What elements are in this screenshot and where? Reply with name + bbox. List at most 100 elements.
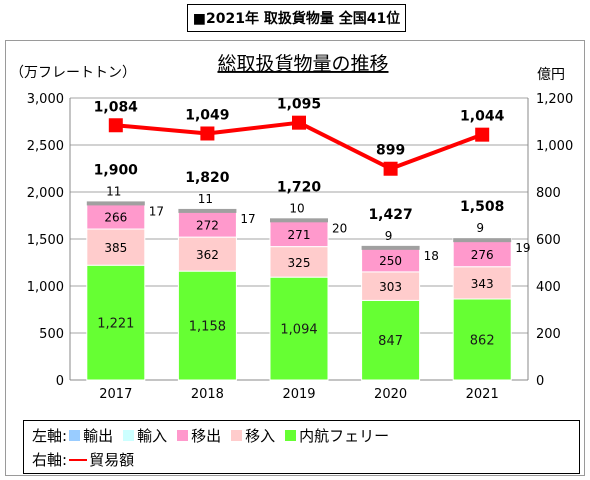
bar-segment bbox=[452, 240, 512, 268]
legend-label-inbound: 移入 bbox=[245, 427, 276, 445]
bar-top-cap bbox=[270, 218, 328, 223]
bar-total-label: 1,720 bbox=[277, 179, 322, 195]
chart-title: 総取扱貨物量の推移 bbox=[217, 53, 388, 75]
trade-value-marker bbox=[383, 161, 398, 176]
bar-top-cap bbox=[361, 245, 420, 250]
header-title: ■2021年 取扱貨物量 全国41位 bbox=[187, 4, 406, 32]
y-left-tick-label: 500 bbox=[39, 327, 64, 342]
legend-label-import: 輸入 bbox=[137, 427, 168, 445]
trade-value-marker bbox=[200, 126, 215, 141]
y-right-tick-label: 200 bbox=[536, 327, 561, 342]
bar-import-label: 20 bbox=[332, 221, 347, 235]
legend-swatch-outbound bbox=[177, 430, 189, 441]
legend-label-export: 輸出 bbox=[83, 427, 114, 445]
legend-swatch-inbound bbox=[231, 430, 243, 441]
trade-value-label: 1,084 bbox=[94, 99, 139, 115]
bar-data-label: 862 bbox=[470, 333, 495, 348]
bar-data-label: 385 bbox=[104, 241, 127, 255]
bar-data-label: 362 bbox=[196, 248, 219, 262]
bar-export-label: 10 bbox=[289, 201, 304, 215]
y-left-tick-label: 0 bbox=[56, 374, 64, 389]
legend-item-ferry: 内航フェリー bbox=[283, 425, 389, 446]
y-left-tick-label: 3,000 bbox=[27, 92, 64, 107]
bar-export-label: 9 bbox=[385, 229, 393, 243]
bar-data-label: 271 bbox=[288, 228, 311, 242]
legend-row-right-axis: 右軸: 貿易額 bbox=[32, 449, 142, 470]
legend-right-axis-label: 右軸: bbox=[32, 451, 68, 469]
bar-data-label: 1,158 bbox=[189, 320, 226, 335]
y-right-tick-label: 1,000 bbox=[536, 139, 573, 154]
chart-frame bbox=[5, 40, 585, 476]
legend-label-ferry: 内航フェリー bbox=[299, 427, 390, 445]
y-left-unit-label: （万フレートトン） bbox=[10, 65, 136, 81]
bar-total-label: 1,900 bbox=[94, 162, 139, 178]
trade-value-label: 899 bbox=[376, 143, 405, 159]
legend-item-outbound: 移出 bbox=[175, 425, 221, 446]
legend-swatch-import bbox=[123, 430, 135, 441]
y-right-tick-label: 0 bbox=[536, 374, 544, 389]
bar-import-label: 18 bbox=[424, 249, 439, 263]
bar-data-label: 276 bbox=[471, 248, 494, 262]
trade-value-marker bbox=[108, 118, 123, 133]
bar-export-label: 9 bbox=[476, 221, 484, 235]
x-tick-label: 2019 bbox=[282, 387, 315, 402]
y-left-tick-label: 2,000 bbox=[27, 186, 64, 201]
y-left-tick-label: 1,000 bbox=[27, 280, 64, 295]
legend-swatch-ferry bbox=[285, 430, 297, 441]
bar-data-label: 303 bbox=[379, 280, 402, 294]
bar-top-cap bbox=[86, 201, 145, 206]
x-tick-label: 2021 bbox=[466, 387, 499, 402]
legend-label-outbound: 移出 bbox=[191, 427, 222, 445]
y-right-tick-label: 400 bbox=[536, 280, 561, 295]
legend-item-trade-value: 貿易額 bbox=[67, 449, 134, 470]
y-left-tick-label: 1,500 bbox=[27, 233, 64, 248]
legend-label-trade-value: 貿易額 bbox=[89, 451, 135, 469]
bar-segment bbox=[269, 276, 329, 381]
bar-segment bbox=[269, 220, 329, 248]
legend-swatch-export bbox=[69, 430, 81, 441]
bar-total-label: 1,508 bbox=[460, 199, 504, 215]
x-tick-label: 2018 bbox=[191, 387, 224, 402]
bar-total-label: 1,427 bbox=[368, 207, 412, 223]
trade-value-marker bbox=[475, 127, 490, 142]
x-tick-label: 2020 bbox=[374, 387, 407, 402]
trade-value-label: 1,044 bbox=[460, 109, 505, 125]
bar-segment bbox=[361, 299, 421, 381]
legend-swatch-trade-value bbox=[69, 458, 88, 461]
bar-data-label: 325 bbox=[288, 256, 311, 270]
legend-item-inbound: 移入 bbox=[229, 425, 275, 446]
y-right-tick-label: 600 bbox=[536, 233, 561, 248]
trade-value-label: 1,049 bbox=[185, 107, 229, 123]
bar-export-label: 11 bbox=[106, 184, 121, 198]
legend: 左軸: 輸出 輸入 移出 移入 内航フェリー 右軸: 貿易額 bbox=[23, 420, 580, 474]
bar-segment bbox=[269, 246, 329, 278]
y-right-unit-label: 億円 bbox=[537, 67, 565, 83]
legend-item-import: 輸入 bbox=[121, 425, 167, 446]
bar-data-label: 1,221 bbox=[97, 317, 134, 332]
legend-row-left-axis: 左軸: 輸出 輸入 移出 移入 内航フェリー bbox=[32, 425, 397, 446]
bar-data-label: 1,094 bbox=[280, 323, 317, 338]
trade-value-marker bbox=[292, 115, 306, 130]
y-right-tick-label: 1,200 bbox=[536, 92, 573, 107]
bar-data-label: 343 bbox=[471, 277, 494, 291]
x-tick-label: 2017 bbox=[99, 387, 132, 402]
bar-import-label: 19 bbox=[515, 241, 530, 255]
bar-data-label: 266 bbox=[104, 211, 127, 225]
bar-data-label: 847 bbox=[378, 334, 403, 349]
y-right-tick-label: 800 bbox=[536, 186, 561, 201]
bar-top-cap bbox=[178, 208, 237, 213]
trade-value-label: 1,095 bbox=[277, 97, 321, 113]
bar-data-label: 250 bbox=[379, 254, 402, 268]
bar-segment bbox=[452, 266, 512, 300]
bar-import-label: 17 bbox=[240, 212, 255, 226]
bar-segment bbox=[361, 271, 421, 301]
y-left-tick-label: 2,500 bbox=[27, 139, 64, 154]
legend-item-export: 輸出 bbox=[67, 425, 113, 446]
legend-left-axis-label: 左軸: bbox=[32, 427, 68, 445]
bar-export-label: 11 bbox=[198, 192, 213, 206]
bar-total-label: 1,820 bbox=[185, 170, 230, 186]
bar-top-cap bbox=[453, 238, 512, 243]
bar-data-label: 272 bbox=[196, 218, 219, 232]
bar-import-label: 17 bbox=[149, 204, 164, 218]
